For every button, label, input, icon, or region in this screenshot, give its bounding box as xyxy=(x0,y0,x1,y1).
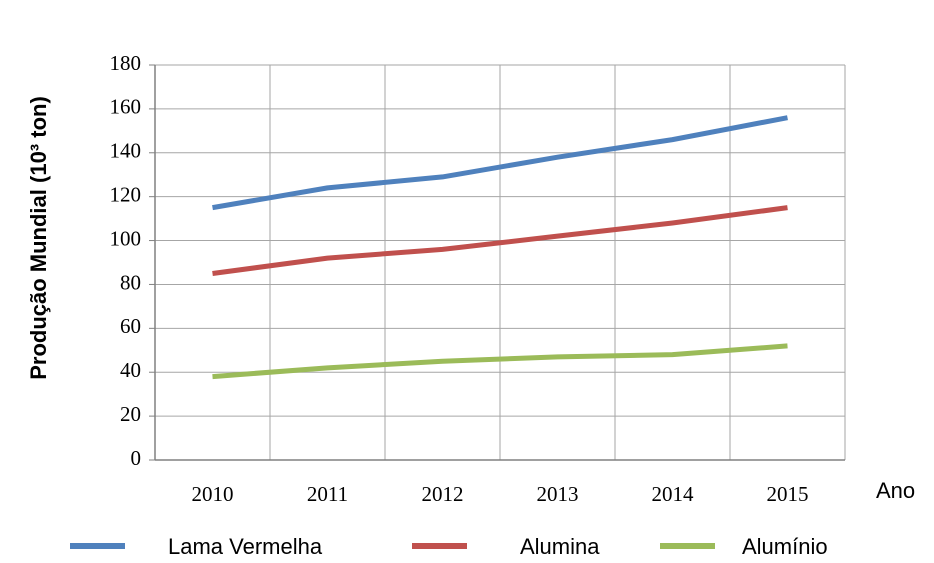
y-tick-label: 180 xyxy=(110,51,142,75)
series-line xyxy=(212,343,788,380)
y-tick-label: 140 xyxy=(110,139,142,163)
y-tick-label: 160 xyxy=(110,95,142,119)
series-line xyxy=(212,115,788,211)
series-line xyxy=(212,205,788,276)
x-axis-label: Ano xyxy=(876,478,915,503)
x-tick-label: 2011 xyxy=(307,482,348,506)
legend-label: Alumínio xyxy=(742,534,828,559)
y-tick-label: 20 xyxy=(120,402,141,426)
y-tick-label: 80 xyxy=(120,270,141,294)
legend-label: Alumina xyxy=(520,534,600,559)
y-tick-label: 40 xyxy=(120,358,141,382)
y-tick-label: 60 xyxy=(120,314,141,338)
x-tick-label: 2015 xyxy=(767,482,809,506)
y-axis-label: Produção Mundial (10³ ton) xyxy=(26,96,51,380)
y-tick-label: 120 xyxy=(110,182,142,206)
legend-label: Lama Vermelha xyxy=(168,534,323,559)
x-tick-label: 2013 xyxy=(537,482,579,506)
x-tick-label: 2014 xyxy=(652,482,695,506)
y-tick-label: 100 xyxy=(110,226,142,250)
x-tick-label: 2010 xyxy=(192,482,234,506)
x-tick-label: 2012 xyxy=(422,482,464,506)
y-tick-label: 0 xyxy=(131,446,142,470)
